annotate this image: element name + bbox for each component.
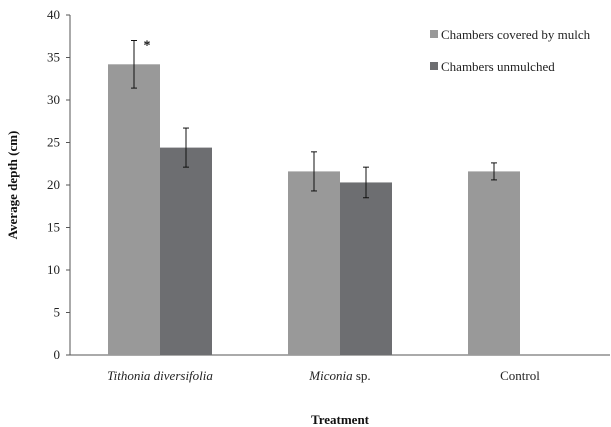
- legend-label-unmulched: Chambers unmulched: [441, 59, 555, 74]
- bar-mulch-2: [468, 171, 520, 355]
- y-tick-label: 35: [47, 50, 60, 65]
- x-axis: Tithonia diversifolia Miconia sp. Control: [70, 354, 610, 383]
- y-axis: 0 5 10 15 20 25 30 35 40: [47, 7, 71, 362]
- legend: Chambers covered by mulch Chambers unmul…: [430, 27, 591, 74]
- y-axis-title: Average depth (cm): [5, 131, 20, 240]
- bar-mulch-0: [108, 64, 160, 356]
- legend-swatch-mulch: [430, 30, 438, 38]
- y-tick-label: 5: [54, 305, 61, 320]
- y-tick-label: 0: [54, 347, 61, 362]
- legend-label-mulch: Chambers covered by mulch: [441, 27, 591, 42]
- x-tick-label: Control: [500, 368, 540, 383]
- bar-mulch-1: [288, 171, 340, 355]
- x-labels: Tithonia diversifolia Miconia sp. Control: [107, 368, 540, 383]
- bars: [108, 64, 520, 356]
- annotations: *: [144, 39, 151, 54]
- y-tick-label: 30: [47, 92, 60, 107]
- legend-swatch-unmulched: [430, 62, 438, 70]
- y-tick-label: 10: [47, 262, 60, 277]
- significance-annotation: *: [144, 39, 151, 54]
- bar-unmulched-0: [160, 147, 212, 355]
- y-tick-label: 20: [47, 177, 60, 192]
- y-tick-label: 40: [47, 7, 60, 22]
- x-tick-label: Miconia sp.: [308, 368, 370, 383]
- x-axis-title: Treatment: [311, 412, 370, 427]
- y-tick-label: 25: [47, 135, 60, 150]
- y-ticks: 0 5 10 15 20 25 30 35 40: [47, 7, 70, 362]
- error-bars: [131, 40, 497, 199]
- x-tick-label: Tithonia diversifolia: [107, 368, 213, 383]
- y-tick-label: 15: [47, 220, 60, 235]
- bar-unmulched-1: [340, 182, 392, 355]
